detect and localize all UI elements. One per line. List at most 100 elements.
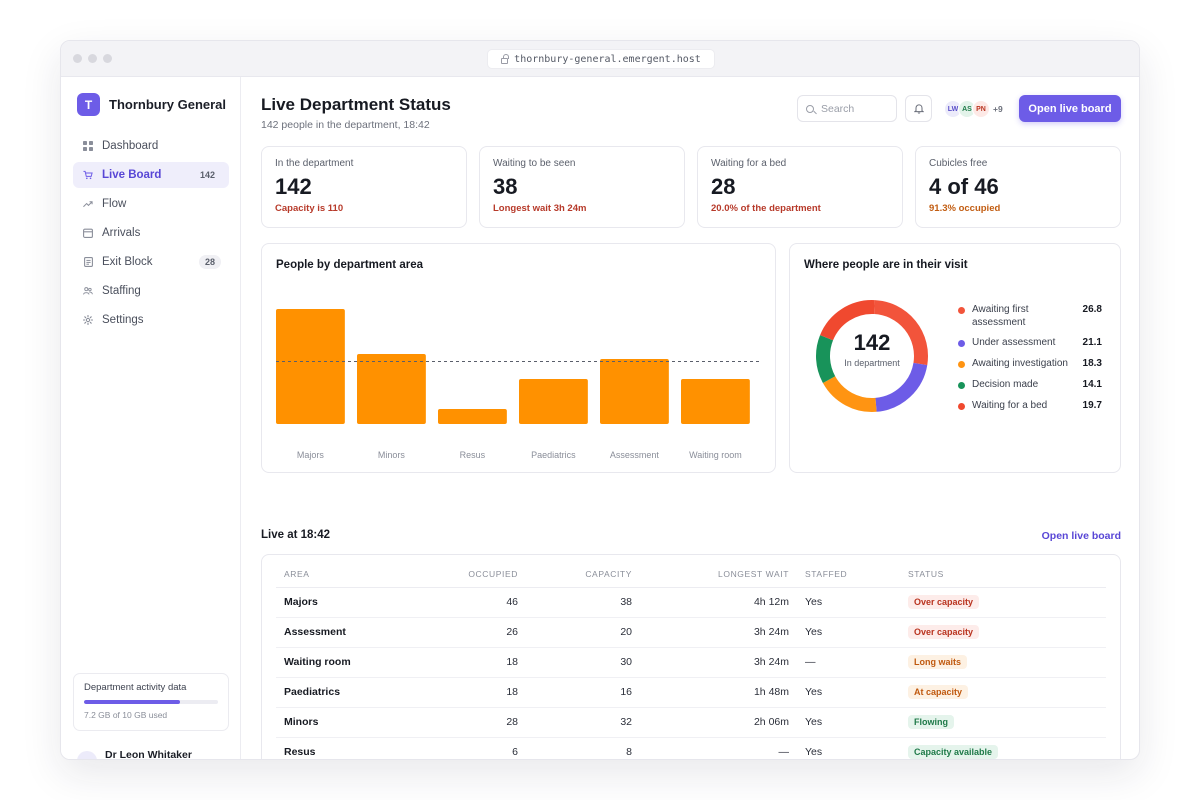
user-name: Dr Leon Whitaker xyxy=(105,749,192,760)
sidebar-item-settings[interactable]: Settings xyxy=(73,307,229,333)
bar-resus[interactable] xyxy=(438,409,507,424)
brand[interactable]: T Thornbury General xyxy=(77,93,226,116)
sidebar-item-arrivals[interactable]: Arrivals xyxy=(73,220,229,246)
stat-value: 142 xyxy=(275,174,312,199)
users-icon xyxy=(83,286,93,296)
sidebar-item-label: Dashboard xyxy=(102,140,159,152)
column-header-capacity[interactable]: CAPACITY xyxy=(526,561,640,588)
sidebar-item-label: Arrivals xyxy=(102,227,141,239)
table-row[interactable]: Paediatrics 18 16 1h 48m Yes At capacity xyxy=(276,677,1106,708)
table-row[interactable]: Minors 28 32 2h 06m Yes Flowing xyxy=(276,707,1106,738)
column-header-staffed[interactable]: STAFFED xyxy=(797,561,900,588)
sidebar-item-flow[interactable]: Flow xyxy=(73,191,229,217)
donut-chart xyxy=(816,300,928,412)
stat-note: Capacity is 110 xyxy=(275,203,344,214)
legend-swatch xyxy=(958,307,965,314)
donut-chart-title: Where people are in their visit xyxy=(804,259,968,271)
bar-majors[interactable] xyxy=(276,309,345,424)
sidebar-item-label: Settings xyxy=(102,314,144,326)
close-dot-icon[interactable] xyxy=(73,54,82,63)
bar-waiting-room[interactable] xyxy=(681,379,750,424)
minimize-dot-icon[interactable] xyxy=(88,54,97,63)
search-input[interactable]: Search xyxy=(797,95,897,122)
legend-item[interactable]: Awaiting first assessment 26.8 xyxy=(958,304,1102,329)
legend-label: Waiting for a bed xyxy=(972,400,1048,411)
bar-paediatrics[interactable] xyxy=(519,379,588,424)
live-table-panel: AREA OCCUPIED CAPACITY LONGEST WAIT STAF… xyxy=(261,554,1121,759)
donut-slice-decision-made[interactable] xyxy=(816,335,836,383)
open-live-board-link[interactable]: Open live board xyxy=(1041,530,1121,542)
occupied-cell: 18 xyxy=(426,677,526,708)
staffed-cell: Yes xyxy=(805,746,823,759)
capacity-cell: 32 xyxy=(526,707,640,738)
bar-chart-panel: People by department area Majors Minors Re… xyxy=(261,243,776,473)
table-row[interactable]: Waiting room 18 30 3h 24m — Long waits xyxy=(276,647,1106,678)
column-header-longest-wait[interactable]: LONGEST WAIT xyxy=(640,561,797,588)
table-row[interactable]: Majors 46 38 4h 12m Yes Over capacity xyxy=(276,587,1106,618)
address-bar[interactable]: thornbury-general.emergent.host xyxy=(487,49,715,69)
sidebar-item-exit-block[interactable]: Exit Block 28 xyxy=(73,249,229,275)
sidebar-item-badge: 28 xyxy=(198,255,221,269)
search-icon xyxy=(806,104,814,113)
legend-item[interactable]: Waiting for a bed 19.7 xyxy=(958,400,1102,413)
column-header-area[interactable]: AREA xyxy=(276,561,426,588)
sidebar-item-label: Staffing xyxy=(102,285,141,297)
bar-chart: Majors Minors Resus Paediatrics Assessment Wa… xyxy=(276,309,762,460)
legend-item[interactable]: Decision made 14.1 xyxy=(958,379,1102,392)
x-tick-label: Paediatrics xyxy=(531,450,576,460)
longest-wait-cell: 4h 12m xyxy=(640,587,797,618)
donut-slice-awaiting-investigation[interactable] xyxy=(822,375,877,412)
storage-progress-bar xyxy=(84,700,218,704)
browser-titlebar: thornbury-general.emergent.host xyxy=(61,41,1139,77)
x-tick-label: Waiting room xyxy=(689,450,742,460)
notifications-button[interactable] xyxy=(905,95,932,122)
column-header-status[interactable]: STATUS xyxy=(900,561,1106,588)
bar-minors[interactable] xyxy=(357,354,426,424)
legend-value: 26.8 xyxy=(1082,304,1102,315)
status-badge: Over capacity xyxy=(908,595,980,609)
legend-label: Awaiting first assessment xyxy=(972,304,1029,328)
capacity-cell: 8 xyxy=(626,746,632,759)
collaborators[interactable]: LW AS PN +9 xyxy=(944,100,1003,118)
donut-slice-awaiting-first-assessment[interactable] xyxy=(873,300,928,366)
stat-label: Cubicles free xyxy=(929,158,988,169)
occupied-cell: 28 xyxy=(426,707,526,738)
bar-assessment[interactable] xyxy=(600,359,669,424)
x-tick-label: Minors xyxy=(378,450,406,460)
table-row[interactable]: Assessment 26 20 3h 24m Yes Over capacity xyxy=(276,617,1106,648)
sidebar-item-label: Live Board xyxy=(102,169,162,181)
x-tick-label: Resus xyxy=(460,450,486,460)
sidebar-item-label: Flow xyxy=(102,198,127,210)
legend-value: 14.1 xyxy=(1082,379,1102,390)
user-profile[interactable]: LW Dr Leon Whitaker Emergency Department… xyxy=(77,749,215,760)
legend-value: 21.1 xyxy=(1082,337,1102,348)
staffed-cell: Yes xyxy=(797,677,900,708)
storage-progress-fill xyxy=(84,700,181,704)
sidebar-item-staffing[interactable]: Staffing xyxy=(73,278,229,304)
document-icon xyxy=(83,257,93,267)
stat-note: 20.0% of the department xyxy=(711,203,821,214)
status-cell: Over capacity xyxy=(900,587,1106,618)
legend-item[interactable]: Awaiting investigation 18.3 xyxy=(958,358,1102,371)
table-row[interactable]: Resus 6 8 — Yes Capacity available xyxy=(276,737,1106,759)
legend-item[interactable]: Under assessment 21.1 xyxy=(958,337,1102,350)
column-header-occupied[interactable]: OCCUPIED xyxy=(426,561,526,588)
status-cell: Capacity available xyxy=(900,737,1106,759)
address-bar-url: thornbury-general.emergent.host xyxy=(514,53,701,65)
staffed-cell: — xyxy=(797,647,900,678)
maximize-dot-icon[interactable] xyxy=(103,54,112,63)
sidebar-item-dashboard[interactable]: Dashboard xyxy=(73,133,229,159)
avatar: PN xyxy=(972,100,990,118)
donut-slice-under-assessment[interactable] xyxy=(875,362,928,412)
status-cell: Flowing xyxy=(900,707,1106,738)
open-live-board-button[interactable]: Open live board xyxy=(1019,95,1121,122)
longest-wait-cell: 3h 24m xyxy=(640,647,797,678)
donut-slice-waiting-for-a-bed[interactable] xyxy=(820,300,875,341)
status-badge: Over capacity xyxy=(908,625,980,639)
legend-swatch xyxy=(958,361,965,368)
donut-center: 142 In department xyxy=(812,330,932,368)
stat-label: Waiting to be seen xyxy=(493,158,576,169)
legend-swatch xyxy=(958,382,965,389)
page-title: Live Department Status xyxy=(261,95,451,114)
sidebar-item-live-board[interactable]: Live Board 142 xyxy=(73,162,229,188)
